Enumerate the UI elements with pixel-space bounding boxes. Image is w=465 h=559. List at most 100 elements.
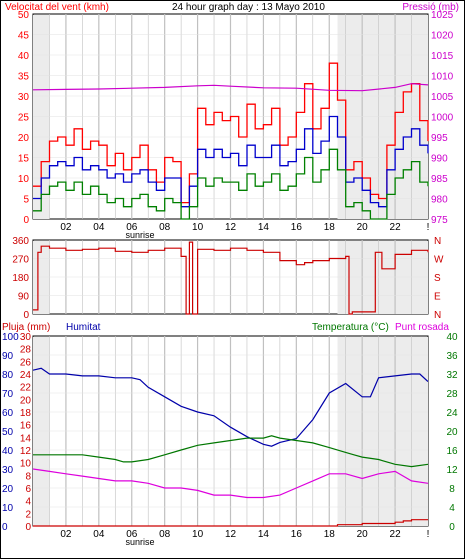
direction-y-tick-label: 270 bbox=[12, 255, 29, 266]
pressure-y-tick-label: 990 bbox=[431, 154, 448, 165]
humidity-y-tick-label: 80 bbox=[2, 370, 14, 381]
direction-compass-label: N bbox=[434, 310, 441, 321]
climate-x-tick-label: ! bbox=[427, 529, 430, 540]
climate-x-tick-label: 10 bbox=[192, 529, 204, 540]
temperature-axis-label: Temperatura (°C) bbox=[312, 322, 389, 333]
direction-night-band bbox=[337, 241, 428, 314]
series-wind-direction bbox=[33, 241, 429, 315]
rain-y-tick-label: 8 bbox=[25, 471, 31, 482]
wind-y-tick-label: 5 bbox=[23, 195, 29, 206]
humidity-y-tick-label: 70 bbox=[2, 389, 14, 400]
wind-x-tick-label: 22 bbox=[390, 222, 402, 233]
wind-speed-axis-label: Velocitat del vent (kmh) bbox=[5, 2, 109, 13]
series-dewpoint bbox=[32, 468, 429, 499]
rain-y-tick-label: 4 bbox=[25, 497, 31, 508]
rain-y-tick-label: 6 bbox=[25, 484, 31, 495]
rain-y-tick-label: 22 bbox=[20, 383, 32, 394]
climate-night-band bbox=[33, 337, 50, 526]
wind-night-band bbox=[337, 15, 428, 219]
humidity-y-tick-label: 100 bbox=[2, 332, 19, 343]
humidity-y-tick-label: 50 bbox=[2, 427, 14, 438]
climate-night-band bbox=[337, 337, 428, 526]
rain-y-tick-label: 24 bbox=[20, 370, 32, 381]
climate-x-tick-label: 14 bbox=[258, 529, 270, 540]
series-temperature bbox=[33, 435, 429, 468]
humidity-y-tick-label: 0 bbox=[2, 522, 8, 533]
pressure-y-tick-label: 1025 bbox=[431, 10, 454, 21]
temperature-y-tick-label: 16 bbox=[446, 446, 458, 457]
rain-y-tick-label: 28 bbox=[20, 345, 32, 356]
wind-y-tick-label: 0 bbox=[23, 215, 29, 226]
wind-x-tick-label: 12 bbox=[225, 222, 237, 233]
dewpoint-axis-label: Punt rosada bbox=[395, 322, 449, 333]
series-pressure bbox=[32, 83, 429, 92]
wind-x-tick-label: 16 bbox=[291, 222, 303, 233]
wind-y-tick-label: 40 bbox=[18, 51, 30, 62]
rain-y-tick-label: 18 bbox=[20, 408, 32, 419]
wind-y-tick-label: 50 bbox=[18, 10, 30, 21]
pressure-y-tick-label: 980 bbox=[431, 195, 448, 206]
climate-x-tick-label: 04 bbox=[93, 529, 105, 540]
series-wind-speed bbox=[33, 148, 429, 220]
humidity-y-tick-label: 30 bbox=[2, 465, 14, 476]
wind-x-tick-label: 08 bbox=[159, 222, 171, 233]
chart-title: 24 hour graph day : 13 Mayo 2010 bbox=[172, 2, 325, 13]
temperature-y-tick-label: 8 bbox=[449, 484, 455, 495]
pressure-y-tick-label: 1010 bbox=[431, 72, 454, 83]
wind-x-tick-label: 06 bbox=[126, 222, 138, 233]
temperature-y-tick-label: 28 bbox=[446, 389, 458, 400]
humidity-y-tick-label: 40 bbox=[2, 446, 14, 457]
series-rain bbox=[33, 519, 428, 527]
humidity-y-tick-label: 20 bbox=[2, 484, 14, 495]
series-wind-avg bbox=[33, 115, 429, 208]
wind-y-tick-label: 25 bbox=[18, 113, 30, 124]
direction-y-tick-label: 0 bbox=[23, 310, 29, 321]
temperature-y-tick-label: 0 bbox=[449, 522, 455, 533]
rain-y-tick-label: 14 bbox=[20, 433, 32, 444]
rain-y-tick-label: 10 bbox=[20, 459, 32, 470]
direction-compass-label: E bbox=[434, 292, 441, 303]
wind-y-tick-label: 15 bbox=[18, 154, 30, 165]
direction-compass-label: W bbox=[434, 255, 444, 266]
climate-x-tick-label: 22 bbox=[390, 529, 402, 540]
pressure-y-tick-label: 1005 bbox=[431, 92, 454, 103]
humidity-y-tick-label: 60 bbox=[2, 408, 14, 419]
humidity-axis-label: Humitat bbox=[66, 322, 101, 333]
temperature-y-tick-label: 20 bbox=[446, 427, 458, 438]
rain-y-tick-label: 2 bbox=[25, 509, 31, 520]
temperature-y-tick-label: 24 bbox=[446, 408, 458, 419]
temperature-y-tick-label: 12 bbox=[446, 465, 458, 476]
temperature-y-tick-label: 32 bbox=[446, 370, 458, 381]
direction-compass-label: S bbox=[434, 273, 441, 284]
pressure-y-tick-label: 995 bbox=[431, 133, 448, 144]
direction-y-tick-label: 90 bbox=[18, 292, 30, 303]
rain-axis-label: Pluja (mm) bbox=[2, 322, 50, 333]
series-humidity bbox=[32, 367, 429, 447]
climate-x-tick-label: 12 bbox=[225, 529, 237, 540]
wind-sunrise-label: sunrise bbox=[125, 230, 154, 240]
pressure-axis-label: Pressió (mb) bbox=[402, 2, 459, 13]
climate-x-tick-label: 16 bbox=[291, 529, 303, 540]
climate-x-tick-label: 08 bbox=[159, 529, 171, 540]
wind-y-tick-label: 35 bbox=[18, 72, 30, 83]
rain-y-tick-label: 30 bbox=[20, 332, 32, 343]
humidity-y-tick-label: 90 bbox=[2, 351, 14, 362]
rain-y-tick-label: 20 bbox=[20, 395, 32, 406]
wind-y-tick-label: 20 bbox=[18, 133, 30, 144]
rain-y-tick-label: 0 bbox=[25, 522, 31, 533]
temperature-y-tick-label: 36 bbox=[446, 351, 458, 362]
pressure-y-tick-label: 1000 bbox=[431, 113, 454, 124]
wind-x-tick-label: 14 bbox=[258, 222, 270, 233]
rain-y-tick-label: 12 bbox=[20, 446, 32, 457]
wind-y-tick-label: 45 bbox=[18, 31, 30, 42]
wind-y-tick-label: 10 bbox=[18, 174, 30, 185]
temperature-y-tick-label: 4 bbox=[449, 503, 455, 514]
wind-x-tick-label: 10 bbox=[192, 222, 204, 233]
climate-x-tick-label: 18 bbox=[324, 529, 336, 540]
climate-x-tick-label: 06 bbox=[126, 529, 138, 540]
direction-y-tick-label: 360 bbox=[12, 236, 29, 247]
wind-x-tick-label: 02 bbox=[60, 222, 72, 233]
wind-night-band bbox=[33, 15, 50, 219]
wind-x-tick-label: 04 bbox=[93, 222, 105, 233]
